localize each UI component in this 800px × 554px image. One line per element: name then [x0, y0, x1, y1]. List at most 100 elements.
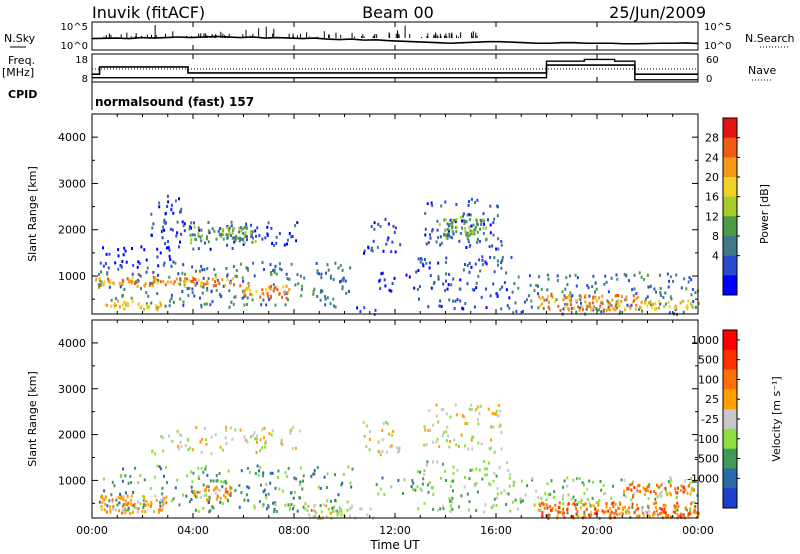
data-cell	[680, 515, 683, 519]
data-cell	[497, 413, 500, 417]
data-cell	[470, 265, 473, 269]
data-cell	[586, 507, 588, 511]
data-cell	[149, 487, 152, 491]
data-cell	[307, 504, 310, 508]
data-cell	[645, 297, 648, 301]
data-cell	[537, 292, 539, 296]
data-cell	[665, 302, 667, 306]
data-cell	[387, 236, 390, 240]
data-cell	[107, 280, 110, 284]
data-cell	[201, 291, 204, 295]
data-cell	[550, 508, 552, 512]
data-cell	[609, 507, 612, 511]
data-cell	[631, 502, 634, 506]
data-cell	[474, 262, 477, 266]
data-cell	[692, 300, 695, 303]
data-cell	[589, 515, 592, 519]
data-cell	[209, 303, 212, 307]
data-cell	[226, 278, 229, 282]
data-cell	[635, 292, 638, 295]
data-cell	[473, 228, 476, 232]
data-cell	[98, 272, 101, 276]
data-cell	[530, 299, 533, 303]
data-cell	[252, 433, 254, 437]
data-cell	[579, 298, 582, 302]
data-cell	[416, 485, 419, 489]
data-cell	[662, 296, 665, 299]
data-cell	[181, 271, 184, 275]
data-cell	[654, 492, 657, 496]
data-cell	[278, 262, 281, 266]
data-cell	[310, 474, 313, 478]
data-cell	[199, 495, 202, 499]
data-cell	[566, 484, 569, 488]
data-cell	[498, 409, 501, 413]
data-cell	[247, 284, 250, 288]
data-cell	[369, 507, 372, 511]
data-cell	[168, 254, 171, 258]
data-cell	[320, 289, 323, 293]
data-cell	[379, 487, 382, 491]
data-cell	[211, 227, 214, 231]
data-cell	[253, 506, 256, 510]
data-cell	[566, 508, 569, 512]
data-cell	[500, 447, 503, 451]
data-cell	[200, 467, 203, 470]
data-cell	[457, 445, 460, 448]
data-cell	[264, 441, 267, 445]
data-cell	[517, 275, 520, 279]
data-cell	[246, 238, 248, 242]
data-cell	[190, 485, 193, 489]
data-cell	[326, 263, 329, 267]
data-cell	[463, 221, 466, 225]
data-cell	[468, 225, 471, 229]
data-cell	[286, 277, 289, 281]
data-cell	[228, 230, 231, 234]
data-cell	[564, 296, 567, 300]
data-cell	[109, 510, 112, 514]
data-cell	[467, 447, 470, 451]
data-cell	[278, 232, 281, 235]
data-cell	[537, 508, 540, 512]
data-cell	[346, 500, 349, 504]
data-cell	[244, 294, 247, 298]
data-cell	[559, 308, 562, 312]
data-cell	[313, 504, 316, 508]
data-cell	[161, 436, 164, 440]
data-cell	[332, 304, 335, 308]
data-cell	[270, 433, 273, 437]
data-cell	[252, 261, 255, 265]
data-cell	[440, 476, 442, 480]
data-cell	[293, 490, 296, 494]
data-cell	[133, 281, 136, 285]
data-cell	[273, 286, 276, 290]
data-cell	[628, 279, 630, 283]
data-cell	[471, 230, 474, 234]
data-cell	[263, 426, 266, 430]
data-cell	[414, 488, 417, 492]
data-cell	[325, 504, 328, 508]
data-cell	[464, 220, 467, 224]
data-cell	[178, 245, 180, 249]
data-cell	[697, 302, 700, 305]
data-cell	[381, 476, 384, 480]
data-cell	[642, 515, 645, 518]
data-cell	[587, 286, 590, 290]
data-cell	[206, 282, 209, 285]
data-cell	[623, 273, 626, 276]
data-cell	[199, 440, 202, 444]
data-cell	[588, 479, 591, 483]
data-cell	[170, 264, 173, 268]
data-cell	[300, 294, 303, 298]
data-cell	[550, 294, 553, 298]
data-cell	[570, 515, 573, 519]
data-cell	[271, 471, 274, 475]
data-cell	[471, 447, 474, 451]
data-cell	[675, 490, 677, 494]
data-cell	[415, 270, 418, 274]
data-cell	[625, 274, 628, 278]
data-cell	[379, 287, 382, 291]
data-cell	[217, 496, 220, 500]
data-cell	[194, 508, 197, 512]
data-cell	[299, 274, 302, 278]
